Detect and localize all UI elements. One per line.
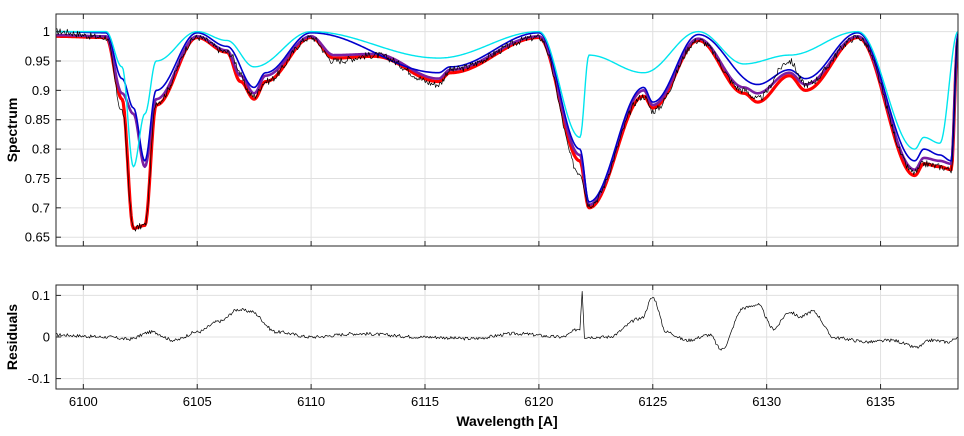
residuals-x-tick-label: 6105	[183, 394, 212, 409]
residuals-y-axis-label: Residuals	[4, 304, 20, 370]
spectrum-y-tick-label: 0.7	[32, 200, 50, 215]
spectrum-y-tick-label: 0.95	[25, 53, 50, 68]
spectrum-series-observed-0	[56, 28, 958, 232]
residuals-x-tick-label: 6120	[524, 394, 553, 409]
spectrum-frame	[55, 13, 959, 247]
spectrum-y-tick-label: 0.9	[32, 83, 50, 98]
residuals-x-tick-label: 6135	[866, 394, 895, 409]
spectrum-y-axis-label: Spectrum	[4, 98, 20, 163]
residuals-x-tick-label: 6125	[638, 394, 667, 409]
residuals-x-tick-label: 6115	[411, 394, 439, 409]
residuals-y-tick-label: 0	[43, 330, 50, 345]
spectrum-series-model-4	[56, 30, 958, 168]
spectrum-y-tick-label: 0.8	[32, 142, 50, 157]
residuals-x-tick-label: 6110	[297, 394, 325, 409]
residuals-series-residual-0	[56, 291, 958, 351]
residuals-y-tick-label: 0.1	[32, 288, 50, 303]
spectrum-y-tick-label: 1	[43, 24, 50, 39]
residuals-y-tick-label: -0.1	[28, 371, 50, 386]
spectrum-series-model-3	[56, 30, 958, 203]
residuals-x-tick-label: 6100	[69, 394, 98, 409]
spectrum-series-model-2	[56, 33, 958, 207]
spectrum-y-tick-label: 0.65	[25, 230, 50, 245]
spectrum-y-tick-label: 0.85	[25, 112, 50, 127]
residuals-x-tick-label: 6130	[752, 394, 781, 409]
residuals-x-axis-label: Wavelength [A]	[456, 413, 557, 429]
spectrum-y-tick-label: 0.75	[25, 171, 50, 186]
